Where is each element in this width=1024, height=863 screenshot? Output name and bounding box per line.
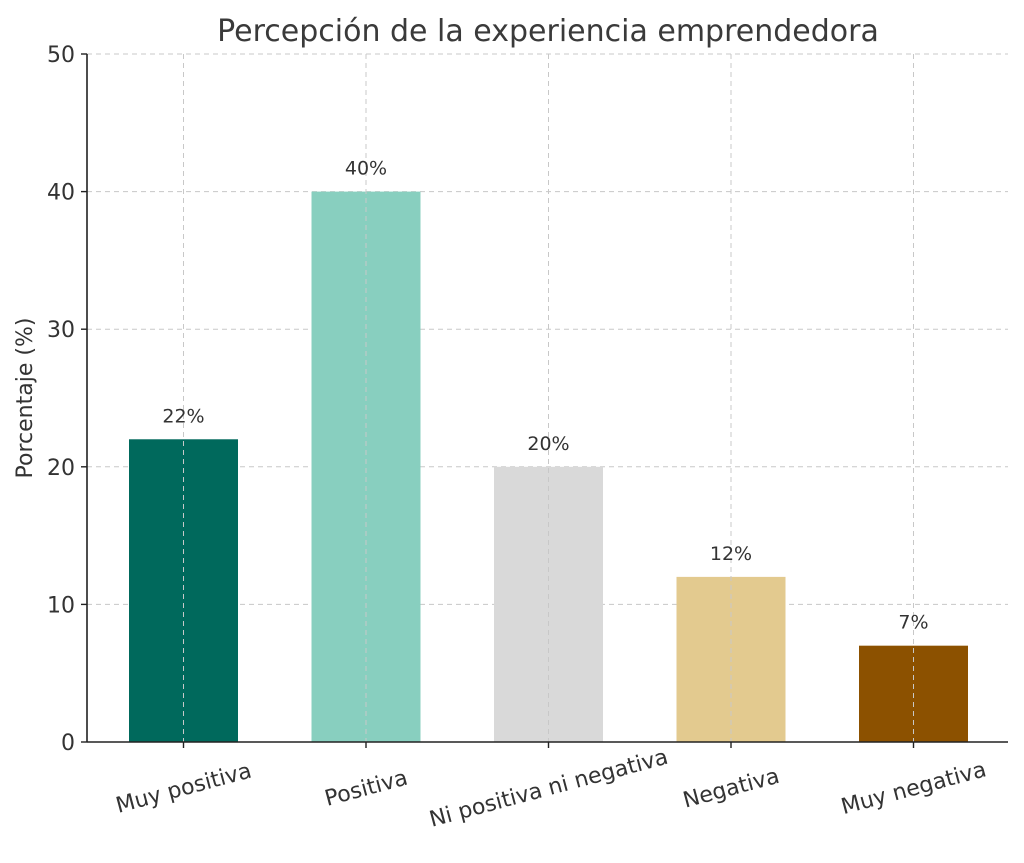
- y-tick-label: 50: [47, 43, 75, 68]
- y-tick-label: 0: [61, 731, 75, 756]
- axis-layer: [81, 53, 1008, 748]
- data-label: 7%: [898, 612, 928, 634]
- x-tick-label: Ni positiva ni negativa: [427, 745, 671, 833]
- y-axis-label: Porcentaje (%): [13, 318, 38, 479]
- data-label: 22%: [162, 405, 204, 427]
- y-tick-label: 20: [47, 456, 75, 481]
- x-tick-label: Muy positiva: [113, 759, 254, 819]
- x-tick-label: Muy negativa: [839, 757, 989, 820]
- grid-layer: [87, 53, 1008, 605]
- chart-title: Percepción de la experiencia emprendedor…: [217, 14, 879, 49]
- data-label: 12%: [710, 543, 752, 565]
- x-tick-label: Negativa: [680, 764, 782, 814]
- data-label: 20%: [527, 433, 569, 455]
- data-label: 40%: [345, 158, 387, 180]
- x-tick-label: Positiva: [322, 766, 410, 812]
- y-tick-label: 30: [47, 318, 75, 343]
- y-tick-label: 10: [47, 593, 75, 618]
- vertical-grid-layer: [183, 54, 914, 742]
- y-tick-label: 40: [47, 181, 75, 206]
